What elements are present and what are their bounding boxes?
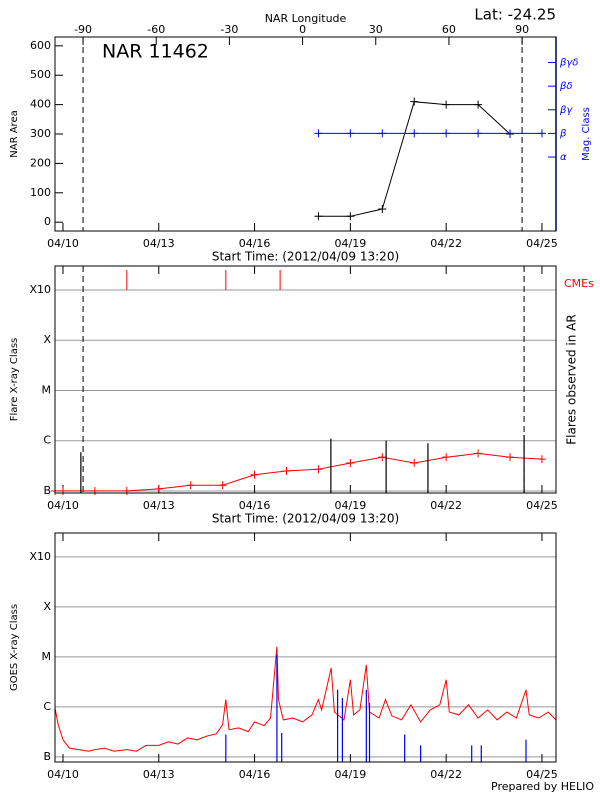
y2-tick-label: α	[560, 152, 567, 163]
data-marker	[314, 212, 323, 221]
x-tick-label: 04/19	[335, 499, 367, 512]
x-tick-label: 04/25	[526, 768, 558, 781]
data-marker	[442, 129, 451, 138]
x-axis-title: Start Time: (2012/04/09 13:20)	[212, 250, 399, 264]
y-axis-title: NAR Area	[9, 110, 20, 157]
data-marker	[537, 129, 546, 138]
data-marker	[346, 129, 355, 138]
y-tick-label: X	[43, 600, 51, 613]
x-tick-label: 04/13	[143, 768, 175, 781]
data-marker	[410, 458, 419, 467]
plot-frame	[54, 532, 557, 763]
x-tick-label: 04/10	[47, 499, 79, 512]
y-tick-label: B	[43, 484, 51, 497]
data-marker	[537, 455, 546, 464]
data-marker	[474, 129, 483, 138]
data-marker	[282, 466, 291, 475]
y-tick-label: X	[43, 333, 51, 346]
x2-tick-label: 30	[369, 23, 383, 36]
x-tick-label: 04/22	[430, 237, 462, 250]
data-marker	[410, 97, 419, 106]
x-tick-label: 04/10	[47, 237, 79, 250]
x2-axis-title: NAR Longitude	[265, 12, 347, 25]
y-axis-title: GOES X-ray Class	[9, 604, 20, 691]
event-legend: CMEs	[564, 277, 594, 290]
x-tick-label: 04/25	[526, 237, 558, 250]
data-marker	[474, 449, 483, 458]
x-tick-label: 04/22	[430, 768, 462, 781]
plot-frame	[54, 36, 557, 232]
data-marker	[474, 100, 483, 109]
data-line	[54, 646, 557, 752]
x-tick-label: 04/16	[239, 768, 271, 781]
y-axis-title: Flare X-ray Class	[9, 338, 20, 422]
y2-axis-title: Flares observed in AR	[565, 314, 579, 444]
y-tick-label: B	[43, 750, 51, 763]
data-marker	[186, 481, 195, 490]
data-marker	[442, 100, 451, 109]
x-tick-label: 04/13	[143, 237, 175, 250]
y2-tick-label: β	[559, 128, 567, 139]
y-tick-label: C	[43, 700, 51, 713]
data-marker	[218, 481, 227, 490]
x-tick-label: 04/25	[526, 499, 558, 512]
y-tick-label: 100	[30, 186, 51, 199]
data-marker	[378, 129, 387, 138]
data-marker	[58, 486, 67, 495]
data-marker	[90, 486, 99, 495]
x-tick-label: 04/16	[239, 499, 271, 512]
chart-title: Lat: -24.25	[474, 6, 556, 24]
x2-tick-label: 0	[299, 23, 306, 36]
y-tick-label: 500	[30, 68, 51, 81]
x-tick-label: 04/22	[430, 499, 462, 512]
y-tick-label: M	[42, 383, 52, 396]
data-marker	[410, 129, 419, 138]
y-tick-label: 200	[30, 156, 51, 169]
x2-tick-label: -90	[74, 23, 92, 36]
y2-tick-label: βγ	[559, 105, 573, 116]
y-tick-label: X10	[29, 283, 51, 296]
data-marker	[506, 453, 515, 462]
x-tick-label: 04/19	[335, 768, 367, 781]
x-axis-title: Start Time: (2012/04/09 13:20)	[212, 512, 399, 526]
y-tick-label: M	[42, 650, 52, 663]
data-marker	[314, 129, 323, 138]
data-marker	[154, 484, 163, 493]
x2-tick-label: 90	[515, 23, 529, 36]
data-marker	[122, 486, 131, 495]
y2-axis-title: Mag. Class	[581, 107, 592, 161]
y-tick-label: 600	[30, 39, 51, 52]
data-marker	[346, 212, 355, 221]
data-marker	[378, 204, 387, 213]
x-tick-label: 04/10	[47, 768, 79, 781]
annotation: NAR 11462	[102, 41, 209, 63]
data-marker	[442, 453, 451, 462]
y-tick-label: 400	[30, 98, 51, 111]
y-tick-label: X10	[29, 550, 51, 563]
data-marker	[250, 470, 259, 479]
footer: Prepared by HELIO	[491, 780, 594, 793]
y-tick-label: C	[43, 434, 51, 447]
data-marker	[314, 465, 323, 474]
data-marker	[378, 453, 387, 462]
x2-tick-label: -30	[220, 23, 238, 36]
data-marker	[346, 458, 355, 467]
plot-frame	[54, 265, 557, 494]
y2-tick-label: βγδ	[559, 58, 578, 69]
y-tick-label: 300	[30, 127, 51, 140]
x-tick-label: 04/13	[143, 499, 175, 512]
x-tick-label: 04/19	[335, 237, 367, 250]
y2-tick-label: βδ	[559, 81, 573, 92]
x2-tick-label: 60	[442, 23, 456, 36]
x-tick-label: 04/16	[239, 237, 271, 250]
y-tick-label: 0	[44, 215, 51, 228]
x2-tick-label: -60	[147, 23, 165, 36]
data-marker	[506, 129, 515, 138]
